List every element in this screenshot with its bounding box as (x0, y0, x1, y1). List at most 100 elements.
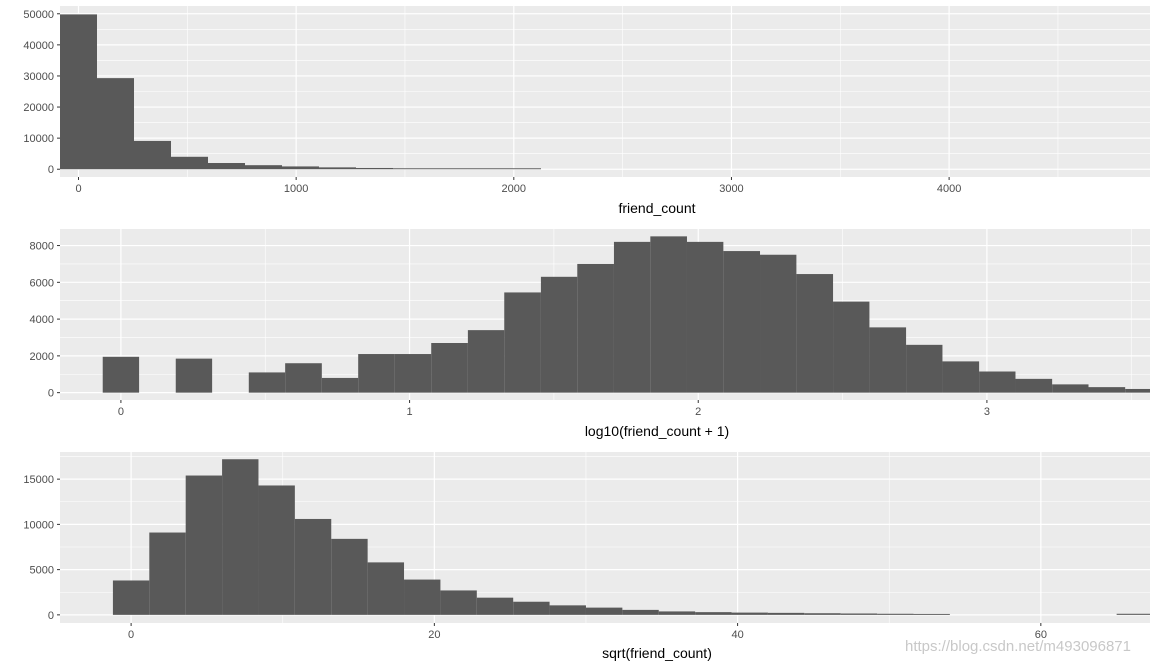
x-tick-label: 3 (984, 406, 990, 418)
histogram-bar (686, 241, 724, 393)
chart-panel-3: 0 20 40 60 0 5000 10000 15000 sqrt(friend_count) (23, 452, 1150, 661)
x-tick-label: 0 (118, 406, 124, 418)
histogram-bar (658, 611, 696, 615)
histogram-bar (942, 361, 980, 393)
histogram-bar (585, 607, 623, 615)
y-tick-label: 2000 (30, 351, 54, 363)
histogram-bar (393, 168, 431, 170)
histogram-bar (285, 363, 322, 393)
histogram-bar (613, 241, 651, 393)
histogram-bar (112, 580, 150, 615)
x-tick-label: 0 (128, 629, 134, 641)
histogram-bar (356, 167, 394, 170)
histogram-bar (513, 601, 550, 615)
histogram-bar (577, 263, 614, 393)
histogram-bar (504, 168, 542, 170)
x-tick-label: 2000 (502, 183, 526, 195)
x-tick-label: 0 (75, 183, 81, 195)
y-tick-label: 20000 (23, 102, 54, 114)
histogram-bar (467, 168, 505, 170)
histogram-bar (869, 327, 907, 393)
histogram-bar (175, 358, 213, 393)
watermark-text: https://blog.csdn.net/m493096871 (905, 638, 1131, 655)
histogram-bar (222, 459, 259, 615)
histogram-bar (149, 532, 186, 615)
histogram-bar (1052, 384, 1089, 393)
x-tick-label: 4000 (937, 183, 961, 195)
y-tick-label: 5000 (30, 565, 54, 577)
y-tick-label: 40000 (23, 40, 54, 52)
histogram-bar (185, 475, 223, 615)
histogram-bar (476, 597, 514, 615)
histogram-bar (358, 354, 395, 393)
y-tick-label: 6000 (30, 277, 54, 289)
y-tick-label: 10000 (23, 133, 54, 145)
histogram-bar (840, 613, 878, 615)
histogram-bar (767, 612, 805, 615)
histogram-bar (695, 612, 732, 615)
y-tick-label: 15000 (23, 474, 54, 486)
y-tick-label: 4000 (30, 314, 54, 326)
histogram-bar (731, 612, 768, 615)
x-tick-label: 60 (1035, 629, 1047, 641)
histogram-bar (431, 343, 468, 393)
histogram-bar (504, 292, 541, 393)
histogram-bar (321, 377, 359, 393)
chart-panel-2: 0 1 2 3 0 2000 4000 6000 8000 log10(friend_count … (30, 229, 1150, 439)
x-tick-label: 2 (695, 406, 701, 418)
histogram-bar (60, 14, 98, 170)
histogram-bar (248, 372, 286, 393)
histogram-bar (97, 78, 135, 170)
histogram-bar (650, 236, 687, 393)
histogram-bar (171, 156, 209, 170)
y-tick-label: 0 (48, 610, 54, 622)
histogram-bar (622, 609, 659, 615)
histogram-bar (877, 613, 914, 615)
histogram-bar (1125, 388, 1150, 393)
histogram-bar (102, 356, 140, 393)
histogram-bar (796, 274, 834, 393)
histogram-bar (1088, 387, 1126, 393)
histogram-bar (430, 168, 468, 170)
histogram-bar (319, 167, 357, 170)
histogram-bar (760, 254, 797, 393)
y-tick-label: 8000 (30, 241, 54, 253)
x-tick-label: 1000 (284, 183, 308, 195)
histogram-bar (723, 251, 761, 393)
histogram-bar (540, 276, 578, 393)
histogram-bar (1116, 613, 1150, 615)
y-tick-label: 50000 (23, 9, 54, 21)
x-tick-label: 3000 (719, 183, 743, 195)
y-tick-label: 0 (48, 164, 54, 176)
histogram-bar (294, 518, 332, 615)
histogram-bar (440, 590, 477, 615)
y-tick-label: 30000 (23, 71, 54, 83)
x-tick-label: 40 (731, 629, 743, 641)
histogram-bar (245, 165, 283, 170)
histogram-bar (549, 605, 586, 615)
histogram-bar (467, 330, 505, 393)
histogram-bar (913, 613, 950, 615)
histogram-bar (404, 579, 441, 615)
histogram-bar (208, 163, 246, 170)
histogram-bar (367, 562, 405, 615)
x-tick-label: 20 (428, 629, 440, 641)
histogram-bar (833, 301, 870, 393)
y-tick-label: 10000 (23, 519, 54, 531)
histogram-bar (134, 140, 172, 170)
histogram-bar (906, 344, 943, 393)
y-tick-label: 0 (48, 388, 54, 400)
x-axis-title: log10(friend_count + 1) (585, 423, 729, 439)
histogram-bar (282, 166, 320, 170)
histogram-bar (979, 371, 1016, 393)
histogram-bar (258, 485, 295, 615)
x-axis-title: sqrt(friend_count) (602, 645, 712, 661)
x-axis-title: friend_count (618, 200, 695, 216)
histogram-bar (331, 538, 368, 615)
histogram-bar (394, 354, 432, 393)
chart-panel-1: 0 1000 2000 3000 400001000020000300004000050… (23, 6, 1150, 216)
x-tick-label: 1 (407, 406, 413, 418)
histogram-bar (804, 613, 841, 615)
histogram-bar (1015, 378, 1053, 393)
